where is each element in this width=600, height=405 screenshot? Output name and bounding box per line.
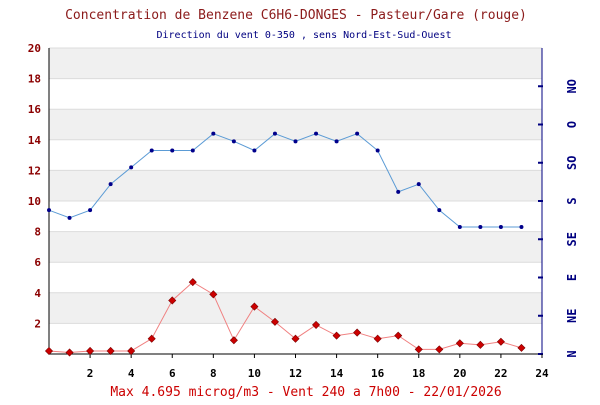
right-tick-label: E [565,274,579,281]
data-point [435,345,444,354]
data-point [334,139,339,144]
data-point [496,337,505,346]
background-band [49,48,542,79]
data-point [476,340,485,349]
gridlines [49,47,542,324]
data-point [168,296,177,305]
data-point [211,131,216,136]
data-point [106,346,115,355]
data-point [455,339,464,348]
series-1 [47,131,524,230]
data-point [127,346,136,355]
background-band [49,231,542,263]
y-tick-label: 20 [28,42,41,55]
data-point [67,215,72,220]
data-point [437,208,442,213]
data-point [373,334,382,343]
data-point [250,302,259,311]
right-tick-label: NO [565,79,579,93]
data-point [519,225,524,230]
y-tick-label: 18 [28,73,41,86]
data-point [65,348,74,357]
data-point [414,345,423,354]
data-point [129,165,134,170]
data-point [88,208,93,213]
data-point [396,189,401,194]
right-tick-label: SE [565,232,579,246]
x-axis-ticks: 2 4 6 8 10 12 14 16 18 20 22 24 [87,354,549,380]
series-0 [44,278,526,357]
chart-footer: Max 4.695 microg/m3 - Vent 240 a 7h00 - … [110,385,501,400]
x-tick-label: 22 [494,367,507,380]
right-tick-label: SO [565,156,579,170]
data-point [293,139,298,144]
series-layer [44,131,526,357]
data-point [231,139,236,144]
data-point [147,334,156,343]
data-point [517,343,526,352]
data-point [355,131,360,136]
right-tick-label: S [565,197,579,204]
data-point [457,225,462,230]
x-tick-label: 14 [330,367,344,380]
data-point [498,225,503,230]
x-tick-label: 16 [371,367,385,380]
data-point [44,346,54,355]
x-tick-label: 4 [128,367,135,380]
data-point [188,278,197,287]
data-point [353,328,362,337]
right-axis-ticks: N NE E SE S SO O NO [538,79,579,358]
data-point [478,225,483,230]
x-tick-label: 24 [535,367,549,380]
x-tick-label: 18 [412,367,425,380]
chart-subtitle: Direction du vent 0-350 , sens Nord-Est-… [156,30,451,41]
y-tick-label: 10 [28,195,41,208]
data-point [108,182,113,187]
y-tick-label: 16 [28,103,42,116]
x-tick-label: 2 [87,367,94,380]
y-tick-label: 12 [28,164,41,177]
data-point [190,148,195,153]
y-tick-label: 2 [34,317,41,330]
data-point [375,148,380,153]
data-point [272,131,277,136]
background-band [49,292,542,324]
background-band [49,109,542,140]
data-point [312,320,321,329]
background-bands [49,48,542,324]
y-tick-label: 14 [28,134,42,147]
right-tick-label: N [565,350,579,357]
x-tick-label: 12 [289,367,302,380]
left-axis-ticks: 2 4 6 8 10 12 14 16 18 20 [28,42,42,330]
data-point [332,331,341,340]
x-tick-label: 6 [169,367,176,380]
data-point [270,317,279,326]
series-line [48,133,522,228]
data-point [47,208,51,213]
data-point [416,182,421,187]
data-point [149,148,154,153]
data-point [170,148,175,153]
y-tick-label: 4 [34,287,41,300]
right-tick-label: O [565,121,579,128]
x-tick-label: 8 [210,367,217,380]
data-point [314,131,319,136]
data-point [252,148,257,153]
y-tick-label: 8 [34,226,41,239]
data-point [229,336,238,345]
data-point [394,331,403,340]
chart-title: Concentration de Benzene C6H6-DONGES - P… [65,8,527,23]
data-point [209,290,218,299]
right-tick-label: NE [565,309,579,323]
x-tick-label: 10 [248,367,261,380]
x-tick-label: 20 [453,367,466,380]
data-point [291,334,300,343]
data-point [86,346,95,355]
background-band [49,170,542,201]
y-tick-label: 6 [34,256,41,269]
